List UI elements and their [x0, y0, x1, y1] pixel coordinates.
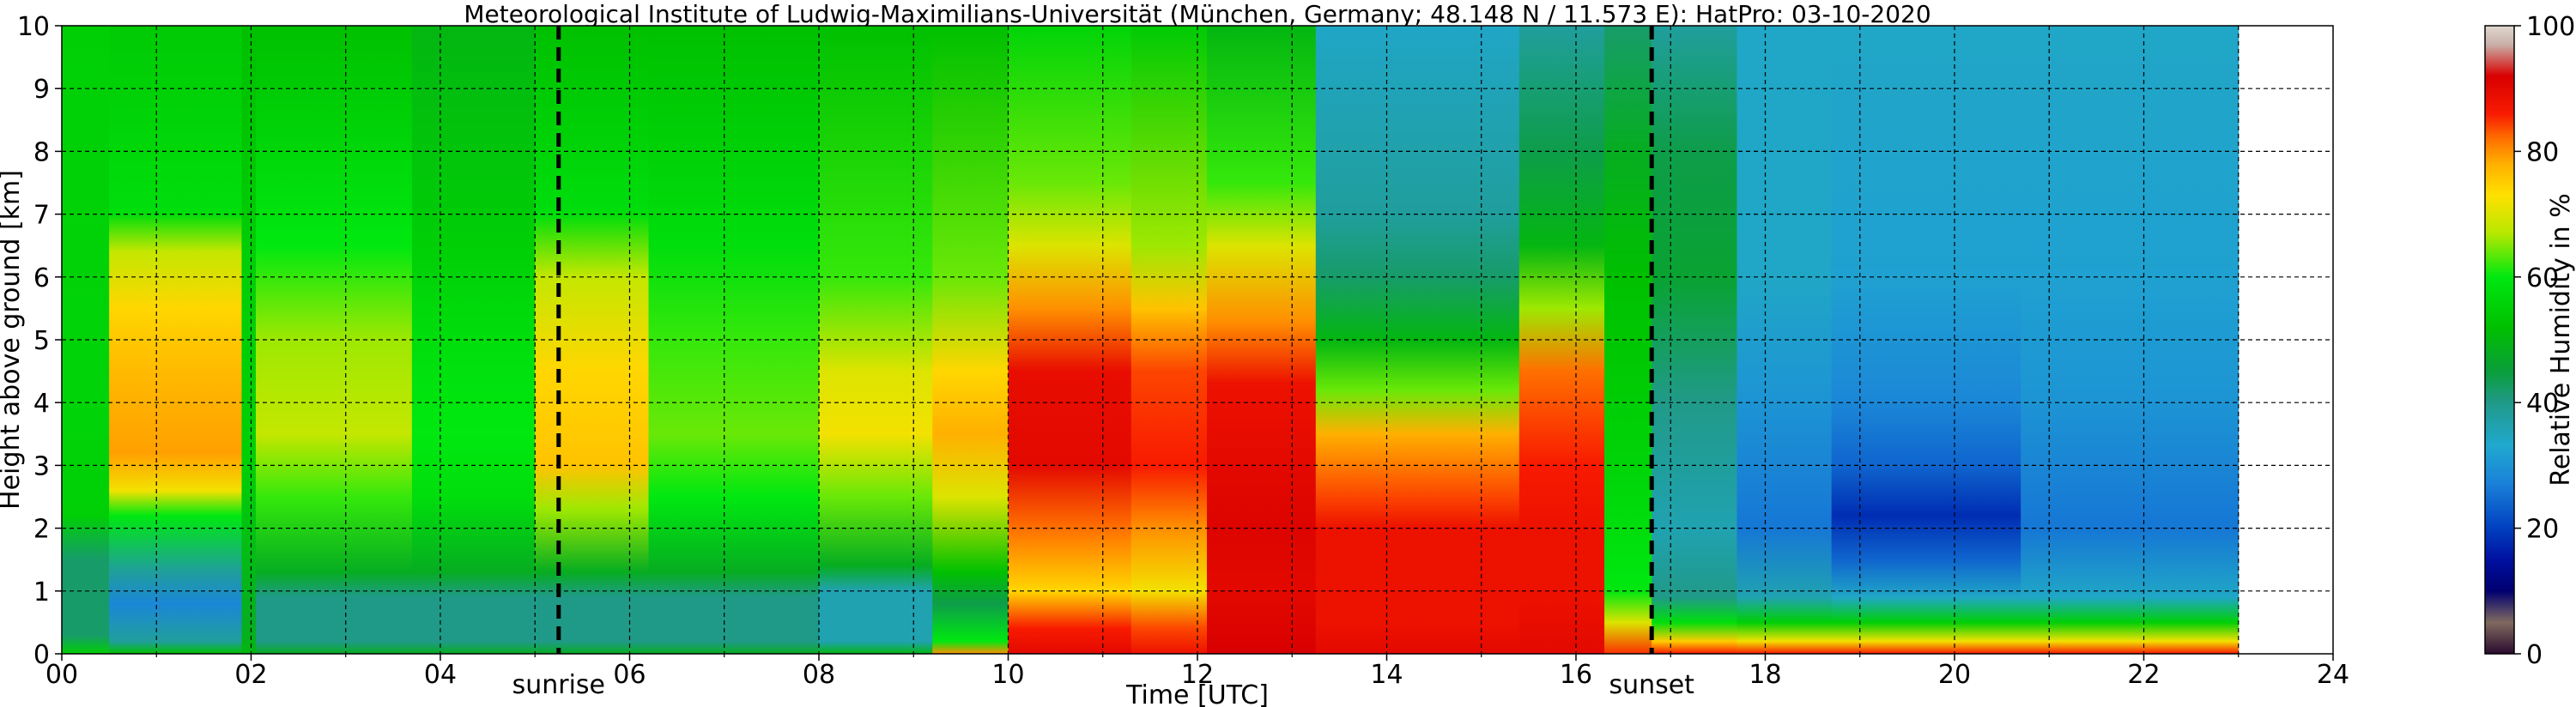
colorbar-label: Relative Humidity in % [2546, 193, 2576, 486]
y-tick-label: 8 [33, 137, 50, 167]
colorbar-tick-label: 20 [2526, 515, 2559, 545]
y-axis: 0 1 2 3 4 5 6 7 8 9 10 [17, 12, 62, 670]
y-tick-label: 4 [33, 389, 50, 419]
x-tick-label: 00 [45, 660, 78, 690]
x-tick-label: 08 [803, 660, 835, 690]
colorbar-tick-label: 0 [2526, 640, 2543, 670]
sun-marker-label: sunset [1609, 670, 1694, 700]
y-tick-label: 0 [33, 640, 50, 670]
x-tick-label: 20 [1938, 660, 1971, 690]
colorbar-scale [2484, 25, 2515, 655]
x-tick-label: 10 [991, 660, 1024, 690]
plot-area [62, 26, 2240, 654]
x-tick-label: 12 [1181, 660, 1214, 690]
x-tick-label: 18 [1749, 660, 1781, 690]
y-tick-label: 9 [33, 75, 50, 105]
colorbar-tick-label: 60 [2526, 263, 2559, 293]
x-tick-label: 16 [1560, 660, 1592, 690]
sun-markers: sunrise sunset [512, 26, 1694, 700]
x-tick-label: 02 [234, 660, 267, 690]
y-axis-label: Height above ground [km] [0, 170, 26, 510]
x-axis: 00 02 04 06 08 10 12 14 16 18 20 22 24 [45, 654, 2349, 690]
x-tick-label: 22 [2127, 660, 2160, 690]
y-tick-label: 10 [17, 12, 50, 42]
colorbar-tick-label: 40 [2526, 389, 2559, 419]
heatmap-column [109, 26, 242, 654]
y-tick-label: 3 [33, 451, 50, 481]
y-tick-label: 5 [33, 326, 50, 356]
colorbar: 0 20 40 60 80 100 [2484, 12, 2575, 670]
colorbar-tick-label: 100 [2526, 12, 2575, 42]
y-tick-label: 7 [33, 201, 50, 231]
y-tick-label: 1 [33, 577, 50, 607]
x-axis-label: Time [UTC] [1125, 680, 1269, 707]
x-tick-label: 04 [424, 660, 457, 690]
heatmap-column [1604, 26, 1652, 654]
heatmap-column [2021, 26, 2240, 654]
chart-title: Meteorological Institute of Ludwig-Maxim… [464, 0, 1930, 28]
x-tick-label: 24 [2317, 660, 2349, 690]
y-tick-label: 2 [33, 515, 50, 545]
grid [62, 26, 2333, 654]
y-tick-label: 6 [33, 263, 50, 293]
sun-marker-label: sunrise [512, 670, 605, 700]
colorbar-tick-label: 80 [2526, 137, 2559, 167]
x-tick-label: 06 [613, 660, 646, 690]
x-tick-label: 14 [1370, 660, 1403, 690]
